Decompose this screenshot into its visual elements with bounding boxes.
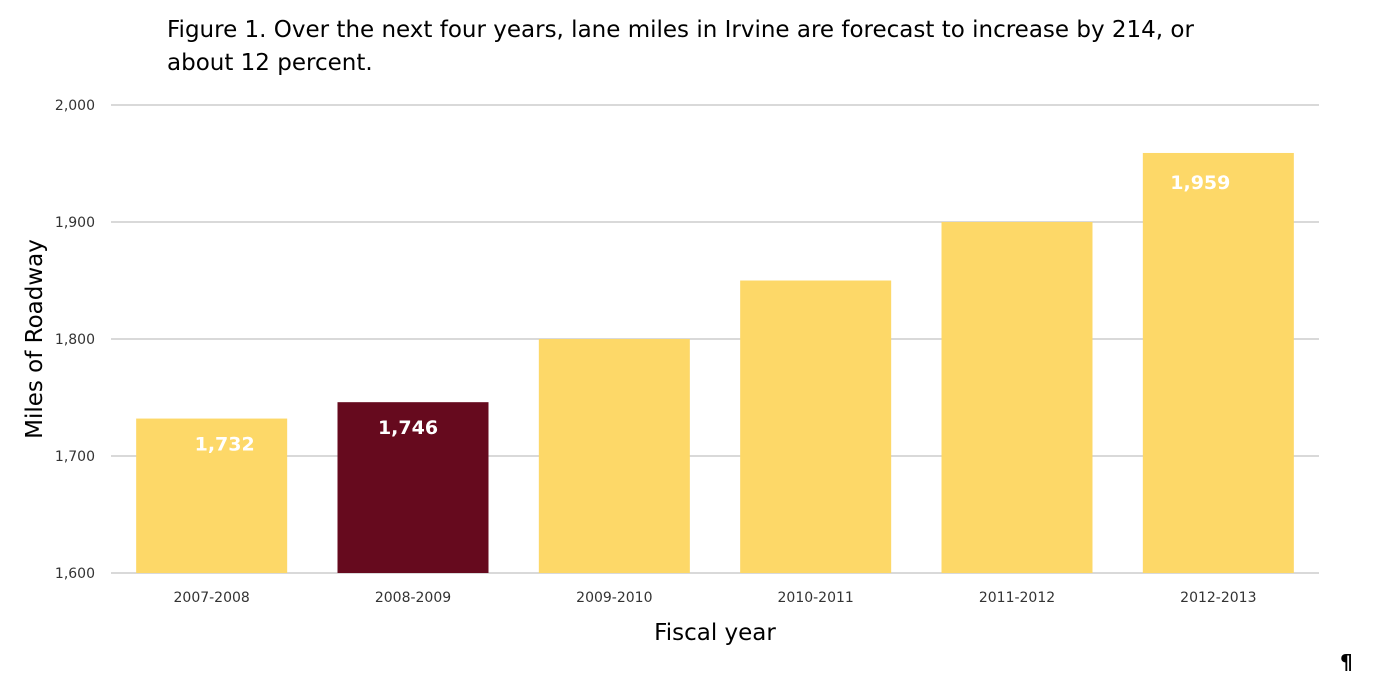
x-tick-label: 2007-2008: [174, 590, 250, 606]
bar-2010-2011: [740, 280, 892, 573]
x-tick-labels: 2007-2008 2008-2009 2009-2010 2010-2011 2011…: [174, 590, 1257, 606]
gridlines: [111, 104, 1319, 574]
data-label: 1,746: [378, 417, 438, 439]
data-label: 1,732: [195, 434, 255, 456]
data-labels: 1,732 1,746 1,959: [195, 172, 1231, 456]
y-tick-labels: 1,600 1,700 1,800 1,900 2,000: [55, 98, 95, 582]
bars: [136, 152, 1294, 573]
x-tick-label: 2011-2012: [979, 590, 1055, 606]
x-tick-label: 2010-2011: [778, 590, 854, 606]
x-axis-title: Fiscal year: [654, 620, 776, 646]
chart-title: Figure 1. Over the next four years, lane…: [167, 17, 1194, 76]
y-tick-label: 2,000: [55, 98, 95, 114]
x-tick-label: 2008-2009: [375, 590, 451, 606]
y-tick-label: 1,800: [55, 332, 95, 348]
x-tick-label: 2012-2013: [1180, 590, 1256, 606]
bar-2007-2008: [136, 418, 288, 573]
pilcrow-mark: ¶: [1340, 650, 1353, 674]
y-tick-label: 1,900: [55, 215, 95, 231]
y-axis-title: Miles of Roadway: [22, 239, 48, 439]
y-tick-label: 1,700: [55, 449, 95, 465]
data-label: 1,959: [1170, 172, 1230, 194]
x-tick-label: 2009-2010: [576, 590, 652, 606]
bar-2011-2012: [941, 222, 1093, 573]
bar-2012-2013: [1142, 152, 1294, 573]
y-tick-label: 1,600: [55, 566, 95, 582]
bar-2008-2009: [337, 402, 489, 573]
bar-2009-2010: [538, 339, 690, 573]
